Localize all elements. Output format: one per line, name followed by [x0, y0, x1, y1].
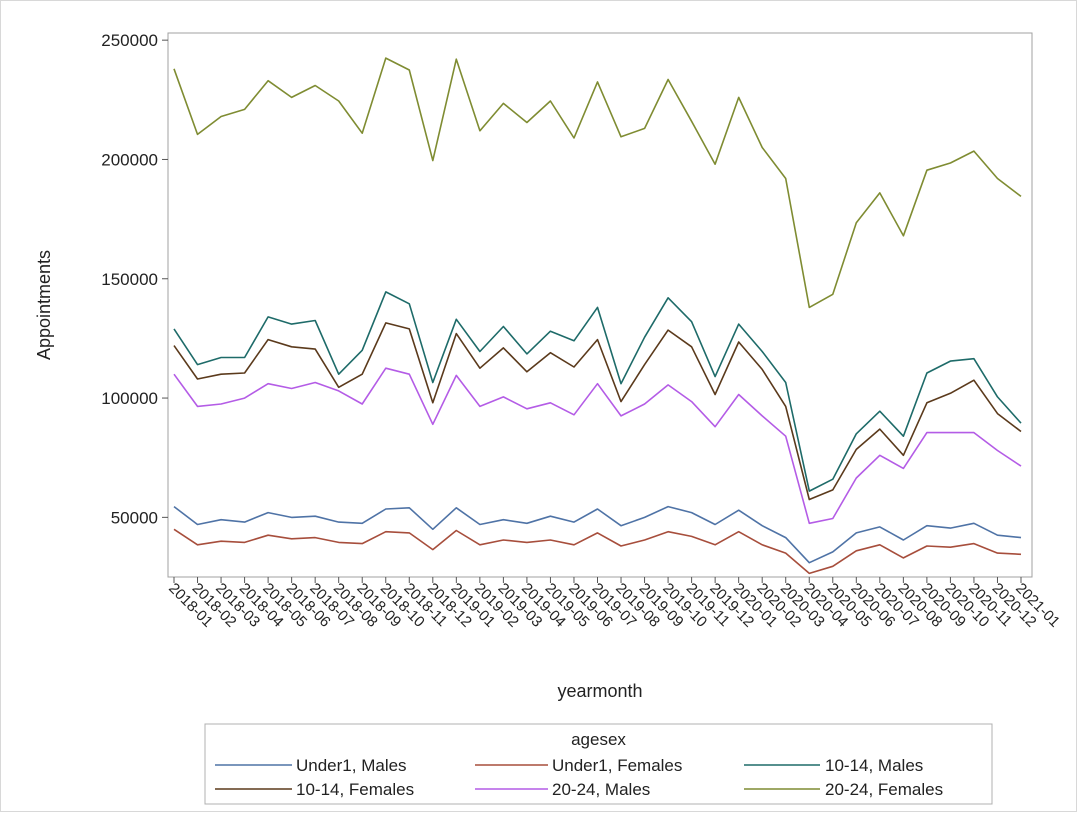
legend-label: 10-14, Males — [825, 756, 923, 775]
y-tick-label: 50000 — [111, 508, 158, 527]
legend-box — [204, 723, 993, 805]
legend-label: Under1, Males — [296, 756, 407, 775]
series-line-3 — [173, 291, 1022, 492]
series-line-4 — [173, 322, 1022, 501]
legend-label: Under1, Females — [552, 756, 682, 775]
legend-title: agesex — [571, 730, 626, 749]
y-tick-label: 150000 — [101, 270, 158, 289]
legend-label: 20-24, Females — [825, 780, 943, 799]
y-axis-title: Appointments — [34, 250, 54, 360]
y-tick-label: 250000 — [101, 31, 158, 50]
series-line-2 — [173, 528, 1022, 575]
x-axis-title: yearmonth — [557, 681, 642, 701]
y-tick-label: 100000 — [101, 389, 158, 408]
legend: agesex Under1, Males Under1, Females 10-14,… — [204, 723, 993, 805]
legend-label: 20-24, Males — [552, 780, 650, 799]
series-line-5 — [173, 367, 1022, 525]
legend-label: 10-14, Females — [296, 780, 414, 799]
series-line-6 — [173, 57, 1022, 309]
plot-area-border — [167, 32, 1033, 578]
series-line-1 — [173, 505, 1022, 564]
y-tick-label: 200000 — [101, 150, 158, 169]
